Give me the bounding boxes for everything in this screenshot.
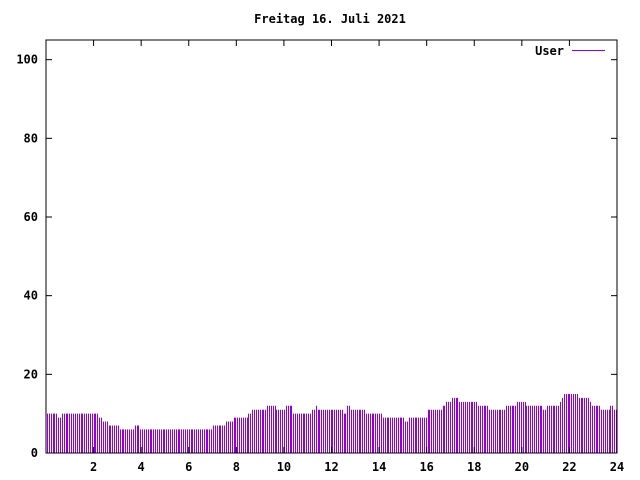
y-tick-label: 60 <box>24 210 38 224</box>
y-tick-label: 0 <box>31 446 38 460</box>
legend-label: User <box>535 44 564 58</box>
chart-title: Freitag 16. Juli 2021 <box>254 12 406 26</box>
x-tick-label: 6 <box>185 460 192 474</box>
x-tick-label: 10 <box>277 460 291 474</box>
x-tick-label: 16 <box>419 460 433 474</box>
bar-series <box>47 394 617 453</box>
y-tick-label: 80 <box>24 131 38 145</box>
y-tick-label: 40 <box>24 289 38 303</box>
x-tick-label: 24 <box>610 460 624 474</box>
x-tick-label: 8 <box>233 460 240 474</box>
y-tick-label: 100 <box>16 53 38 67</box>
x-tick-label: 18 <box>467 460 481 474</box>
legend: User <box>535 44 605 58</box>
x-tick-label: 2 <box>90 460 97 474</box>
x-tick-label: 4 <box>138 460 145 474</box>
x-tick-label: 22 <box>562 460 576 474</box>
x-tick-label: 20 <box>515 460 529 474</box>
x-tick-label: 14 <box>372 460 386 474</box>
y-tick-label: 20 <box>24 367 38 381</box>
x-tick-label: 12 <box>324 460 338 474</box>
plot-frame <box>45 39 618 454</box>
